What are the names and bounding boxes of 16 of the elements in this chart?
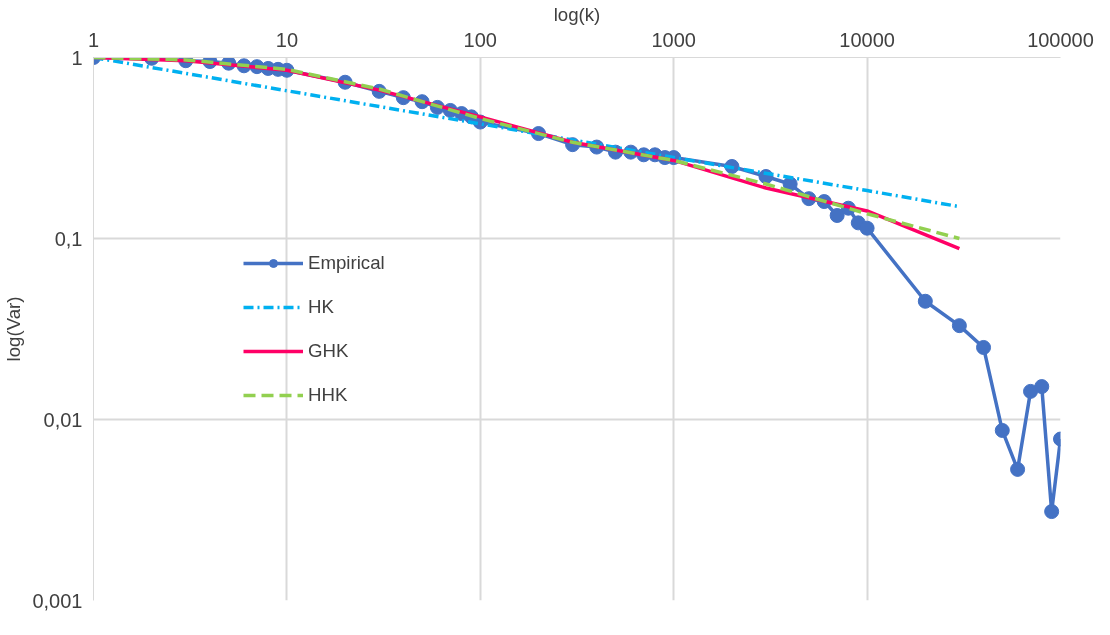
- x-tick-label: 100: [463, 28, 497, 51]
- y-tick-label: 0,1: [54, 227, 83, 250]
- x-tick-label: 100000: [1027, 28, 1094, 51]
- x-tick-label: 1000: [651, 28, 696, 51]
- legend-label: GHK: [308, 339, 349, 362]
- x-tick-label: 10000: [839, 28, 895, 51]
- x-axis-title: log(k): [553, 3, 601, 25]
- x-tick-label: 1: [87, 28, 100, 51]
- y-tick-label: 0,01: [43, 408, 83, 431]
- y-axis-title: log(Var): [3, 296, 25, 362]
- legend-label: Empirical: [308, 251, 385, 274]
- legend-label: HHK: [308, 383, 348, 406]
- legend-label: HK: [308, 295, 334, 318]
- y-tick-label: 0,001: [32, 589, 83, 612]
- x-tick-label: 10: [275, 28, 299, 51]
- y-tick-label: 1: [71, 46, 83, 69]
